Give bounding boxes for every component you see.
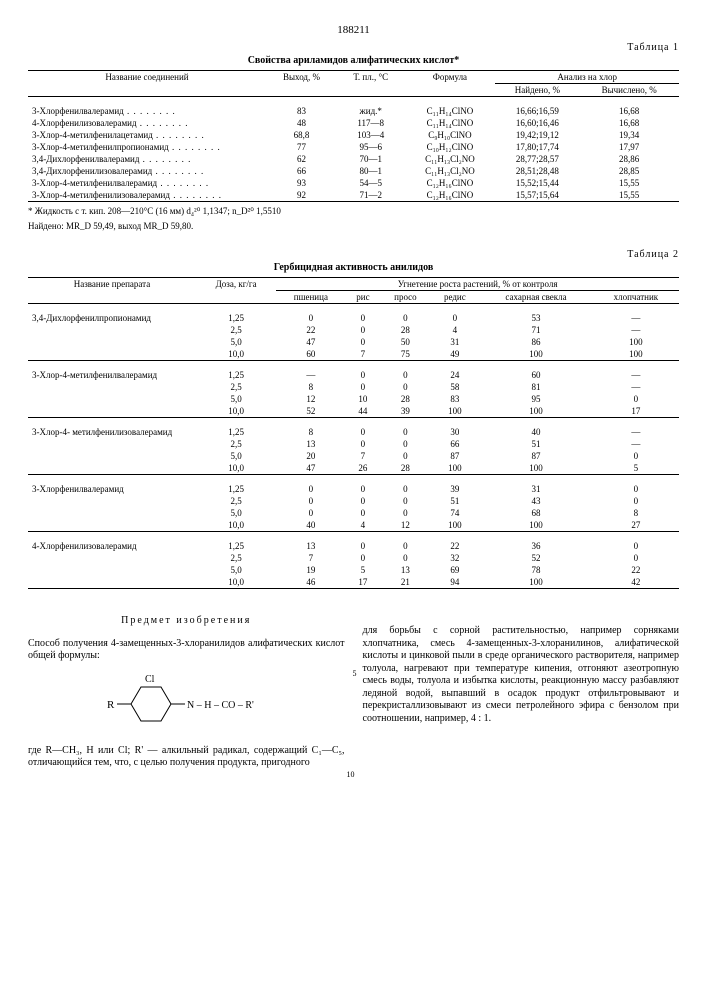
page-number: 188211	[28, 24, 679, 36]
table-row: 3-Хлор-4-метилфенилацетамид68,8103—4C₉H₁…	[28, 129, 679, 141]
table-row: 3-Хлор-4-метилфенилвалерамид9354—5C₁₂H₁₆…	[28, 177, 679, 189]
th-name: Название соединений	[28, 71, 266, 97]
left-p1: Способ получения 4-замещенных-3-хлорани­…	[28, 638, 345, 663]
table-row: 3-Хлорфенилвалерамид83жид.*C₁₁H₁₄ClNO16,…	[28, 105, 679, 117]
table-row: 3,4-Дихлорфенилвалерамид6270—1C₁₁H₁₃Cl₂N…	[28, 153, 679, 165]
table2: Название препарата Доза, кг/га Угнетение…	[28, 277, 679, 589]
th2-dose: Доза, кг/га	[196, 278, 276, 304]
table-row: 3-Хлор-4- метилфенилизовалерамид1,258003…	[28, 426, 679, 438]
table-row: 4-Хлорфенилизовалерамид1,25130022360	[28, 540, 679, 552]
th-found: Найдено, %	[495, 84, 579, 97]
table-row: 3-Хлор-4-метилфенилвалерамид1,25—002460—	[28, 369, 679, 381]
th-yield: Выход, %	[266, 71, 337, 97]
svg-text:R: R	[107, 699, 115, 711]
line-num-10: 10	[347, 770, 355, 780]
svg-text:Cl: Cl	[145, 674, 155, 685]
table1-label: Таблица 1	[28, 42, 679, 53]
th2-wheat: пшеница	[276, 291, 345, 304]
body-text: Предмет изобретения Способ получения 4-з…	[28, 615, 679, 780]
subject-heading: Предмет изобретения	[28, 615, 345, 628]
table-row: 3-Хлор-4-метилфенилизовалерамид9271—2C₁₂…	[28, 189, 679, 201]
table-row: 3,4-Дихлорфенилизовалерамид6680—1C₁₁H₁₃C…	[28, 165, 679, 177]
table1: Название соединений Выход, % Т. пл., °C …	[28, 70, 679, 202]
th2-millet: просо	[380, 291, 430, 304]
table-row: 3-Хлор-4-метилфенилпропионамид7795—6C₁₀H…	[28, 141, 679, 153]
table1-footnote1: * Жидкость с т. кип. 208—210°C (16 мм) d…	[28, 206, 679, 217]
th-calc: Вычис­лено, %	[579, 84, 679, 97]
table2-label: Таблица 2	[28, 249, 679, 260]
th-formula: Формула	[404, 71, 495, 97]
th-mp: Т. пл., °C	[337, 71, 404, 97]
th2-beet: сахар­ная свекла	[479, 291, 593, 304]
table-row: 3-Хлорфенилвалерамид1,2500039310	[28, 483, 679, 495]
th2-cotton: хлопчат­ник	[593, 291, 679, 304]
th2-rice: рис	[345, 291, 380, 304]
table1-title: Свойства ариламидов алифатических кислот…	[28, 55, 679, 66]
structural-formula: R Cl N – H – CO – R'	[28, 673, 345, 735]
line-num-5: 5	[353, 669, 357, 679]
th2-radish: редис	[430, 291, 479, 304]
left-p2: где R—CH₃, H или Cl; R' — алкильный ради…	[28, 745, 345, 770]
table1-footnote2: Найдено: MR_D 59,49, выход MR_D 59,80.	[28, 221, 679, 231]
th-analysis: Анализ на хлор	[495, 71, 679, 84]
table-row: 3,4-Дихлорфенилпропионамид1,25000053—	[28, 312, 679, 324]
svg-text:N – H – CO – R': N – H – CO – R'	[187, 700, 254, 711]
table-row: 4-Хлорфенилизовалерамид48117—8C₁₁H₁₄ClNO…	[28, 117, 679, 129]
th2-group: Угнетение роста растений, % от контроля	[276, 278, 679, 291]
th2-name: Название препарата	[28, 278, 196, 304]
table2-title: Гербицидная активность анилидов	[28, 262, 679, 273]
right-p: для борьбы с сорной растительностью, нап…	[363, 625, 680, 725]
